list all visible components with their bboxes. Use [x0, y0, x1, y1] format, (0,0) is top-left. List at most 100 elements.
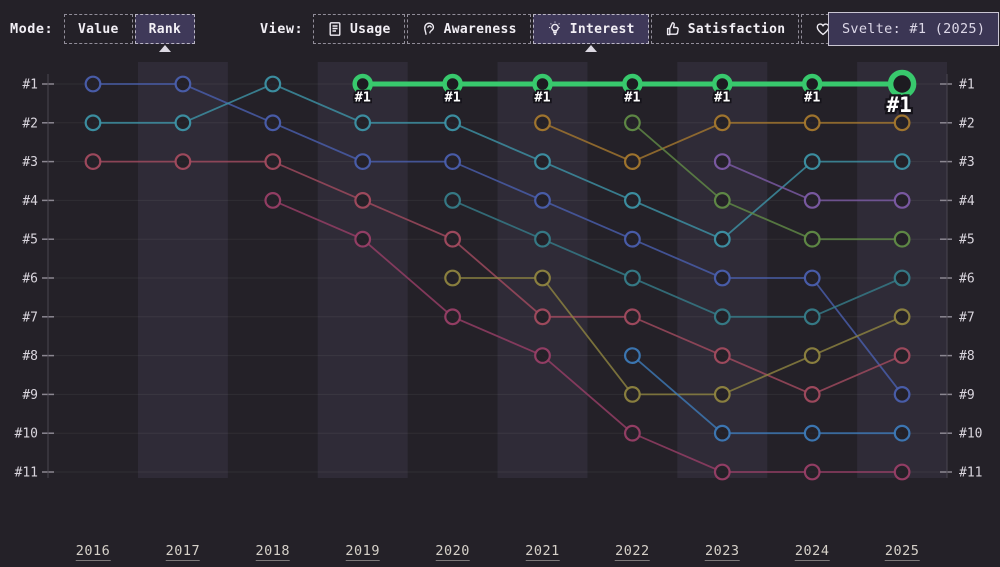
data-point[interactable] [624, 191, 641, 209]
data-point[interactable] [534, 230, 551, 248]
data-point[interactable] [893, 463, 911, 481]
data-point[interactable] [713, 153, 731, 170]
data-point[interactable] [893, 347, 911, 365]
data-point[interactable] [624, 347, 641, 365]
data-point[interactable] [803, 269, 821, 287]
data-point[interactable] [713, 114, 731, 132]
data-point[interactable] [84, 114, 102, 132]
data-point[interactable] [534, 347, 551, 365]
view-button-awareness[interactable]: Awareness [406, 14, 531, 44]
year-label-2020[interactable]: 2020 [435, 543, 470, 561]
data-point[interactable] [354, 153, 372, 170]
rank-label-right: #8 [959, 349, 975, 364]
data-point[interactable] [534, 153, 551, 170]
data-point[interactable] [803, 386, 821, 403]
data-point[interactable] [803, 347, 821, 365]
data-point[interactable] [444, 269, 462, 287]
data-point[interactable] [893, 191, 911, 209]
data-point[interactable] [893, 308, 911, 326]
data-point[interactable] [534, 269, 551, 287]
data-point[interactable] [444, 230, 462, 248]
x-axis: 2016 2017 2018 2019 2020 2021 2022 2023 2024 2025 [0, 543, 1000, 567]
data-point[interactable] [354, 191, 372, 209]
data-point[interactable] [893, 230, 911, 248]
year-label-2017[interactable]: 2017 [165, 543, 201, 561]
data-point[interactable] [174, 114, 192, 132]
year-label-2018[interactable]: 2018 [255, 543, 291, 561]
data-point[interactable] [534, 114, 551, 132]
data-point[interactable] [893, 153, 911, 170]
data-point[interactable] [534, 308, 551, 326]
data-point[interactable] [84, 153, 102, 170]
data-point[interactable] [713, 347, 731, 365]
highlight-point[interactable] [352, 73, 373, 95]
data-point[interactable] [624, 424, 641, 442]
data-point[interactable] [713, 424, 731, 442]
data-point[interactable] [624, 269, 641, 287]
data-point[interactable] [354, 114, 372, 132]
highlight-point[interactable] [801, 73, 823, 95]
data-point[interactable] [624, 114, 641, 132]
view-button-interest[interactable]: Interest [532, 14, 649, 52]
data-point[interactable] [893, 424, 911, 442]
data-point[interactable] [624, 153, 641, 170]
data-point[interactable] [803, 308, 821, 326]
highlight-point[interactable] [622, 73, 643, 95]
view-button-usage[interactable]: Usage [313, 14, 405, 44]
data-point[interactable] [713, 230, 731, 248]
year-label-2019[interactable]: 2019 [345, 543, 380, 561]
data-point[interactable] [264, 75, 282, 93]
rank-label-right: #7 [959, 310, 975, 325]
data-point[interactable] [713, 269, 731, 287]
data-point[interactable] [174, 75, 192, 93]
rank-chart: #1 #1 #2 #2 #3 #3 #4 #4 #5 #5 #6 #6 #7 #7 #8 #8 #9 #9 #10 #… [0, 60, 1000, 561]
view-button-satisfaction[interactable]: Satisfaction [650, 14, 800, 44]
data-point[interactable] [174, 153, 192, 170]
data-point[interactable] [713, 191, 731, 209]
data-point[interactable] [713, 386, 731, 403]
data-point[interactable] [264, 153, 282, 170]
mode-toggle: Value Rank [64, 14, 197, 52]
data-point[interactable] [534, 191, 551, 209]
data-point[interactable] [354, 230, 372, 248]
data-point[interactable] [803, 230, 821, 248]
year-label-2022[interactable]: 2022 [615, 543, 650, 561]
data-point[interactable] [444, 114, 462, 132]
data-point[interactable] [713, 308, 731, 326]
year-label-2016[interactable]: 2016 [75, 543, 111, 561]
active-indicator-triangle [158, 45, 171, 52]
year-label-2024[interactable]: 2024 [794, 543, 830, 561]
data-point[interactable] [803, 153, 821, 170]
data-point[interactable] [264, 114, 282, 132]
data-point[interactable] [444, 153, 462, 170]
data-point[interactable] [893, 114, 911, 132]
rank-label-left: #3 [22, 155, 38, 170]
data-point[interactable] [803, 463, 821, 481]
data-point[interactable] [84, 75, 102, 93]
data-point[interactable] [893, 386, 911, 403]
highlight-point[interactable] [712, 73, 733, 95]
year-label-2021[interactable]: 2021 [525, 543, 560, 561]
data-point[interactable] [803, 191, 821, 209]
mode-button-rank[interactable]: Rank [134, 14, 196, 52]
document-icon [327, 21, 343, 37]
data-point[interactable] [893, 269, 911, 287]
data-point[interactable] [624, 230, 641, 248]
data-point[interactable] [264, 191, 282, 209]
data-point[interactable] [803, 424, 821, 442]
highlight-point-hovered[interactable] [887, 69, 917, 99]
data-point[interactable] [444, 191, 462, 209]
highlight-point[interactable] [442, 73, 463, 95]
highlight-point[interactable] [532, 73, 553, 95]
rank-label-right: #2 [959, 116, 975, 131]
year-band [137, 62, 228, 478]
data-point[interactable] [803, 114, 821, 132]
data-point[interactable] [624, 308, 641, 326]
data-point[interactable] [624, 386, 641, 403]
rank-label-left: #11 [15, 466, 38, 481]
mode-button-value[interactable]: Value [64, 14, 133, 44]
data-point[interactable] [444, 308, 462, 326]
year-label-2025[interactable]: 2025 [884, 543, 920, 561]
data-point[interactable] [713, 463, 731, 481]
year-label-2023[interactable]: 2023 [705, 543, 740, 561]
